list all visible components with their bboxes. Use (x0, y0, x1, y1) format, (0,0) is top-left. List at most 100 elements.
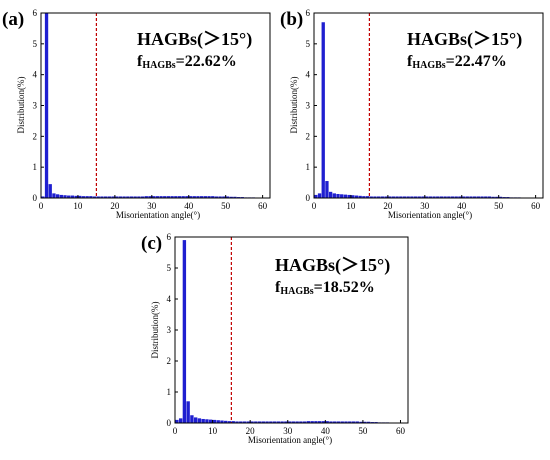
bar (231, 421, 235, 423)
bar (410, 196, 414, 198)
y-tick-label: 5 (33, 39, 38, 49)
chart-panel-2: 0 10 20 30 40 50 60 0 1 2 3 4 5 6 Misorientation angle… (280, 8, 544, 220)
bar (225, 196, 230, 198)
bar (181, 196, 185, 198)
bar (41, 196, 45, 198)
bar (380, 196, 384, 198)
bar (351, 195, 355, 198)
bar (328, 191, 333, 198)
bar (480, 196, 484, 198)
y-tick-label: 1 (167, 387, 172, 397)
bar (118, 196, 123, 198)
bar (491, 196, 495, 198)
bar (137, 196, 141, 198)
bar (317, 421, 322, 423)
bar (295, 421, 299, 423)
bar (185, 196, 189, 198)
annotation-subscript: HAGBs (412, 60, 445, 71)
bar (196, 196, 200, 198)
bar (242, 421, 247, 423)
x-tick-label: 40 (457, 201, 467, 211)
bar (332, 193, 336, 199)
bar (469, 196, 473, 198)
bar (376, 196, 381, 198)
bar (212, 419, 217, 423)
bar (354, 195, 359, 198)
bar (344, 421, 348, 423)
bar (216, 420, 220, 423)
x-tick-label: 20 (110, 201, 120, 211)
bar (211, 196, 215, 198)
bar (166, 196, 171, 198)
bar (133, 196, 137, 198)
bar (373, 196, 377, 198)
bar (220, 420, 224, 423)
y-tick-label: 1 (33, 162, 38, 172)
bar (276, 421, 281, 423)
bar (170, 196, 174, 198)
bar (207, 196, 211, 198)
bar (182, 240, 187, 423)
bar (325, 421, 329, 423)
x-tick-label: 10 (208, 426, 218, 436)
annotation-value: =22.62% (176, 53, 237, 70)
bar (174, 196, 178, 198)
x-tick-label: 30 (420, 201, 430, 211)
x-tick-label: 0 (39, 201, 44, 211)
bar (67, 195, 71, 198)
bar (239, 421, 243, 423)
y-tick-label: 6 (306, 8, 311, 18)
bar (192, 196, 196, 198)
bar (287, 421, 292, 423)
bar (395, 196, 399, 198)
bar (355, 421, 359, 423)
bar (366, 421, 371, 423)
x-tick-label: 10 (73, 201, 83, 211)
bar (428, 196, 432, 198)
panel-label: (b) (280, 9, 303, 30)
y-axis-label: Distribution(%) (16, 77, 26, 134)
x-tick-label: 10 (346, 201, 356, 211)
bar (343, 194, 348, 198)
bar (369, 196, 373, 198)
bar (329, 421, 333, 423)
y-tick-label: 2 (33, 131, 38, 141)
bar (272, 421, 277, 423)
annotation-value: =22.47% (446, 53, 507, 70)
annotation-fraction: fHAGBs=22.47% (407, 53, 507, 71)
bar (484, 196, 488, 198)
bar (148, 196, 152, 198)
bar (205, 419, 209, 423)
bar (151, 196, 156, 198)
annotation-f: f (275, 279, 281, 296)
bar (209, 419, 213, 423)
bar (302, 421, 307, 423)
bar (200, 196, 204, 198)
y-tick-label: 0 (167, 418, 172, 428)
bar (347, 194, 351, 198)
bar (224, 420, 228, 423)
bar (402, 196, 407, 198)
x-tick-label: 20 (383, 201, 393, 211)
bar (163, 196, 167, 198)
bar (92, 196, 97, 198)
bar (222, 196, 226, 198)
bar (111, 196, 115, 198)
bar (52, 193, 56, 199)
bar (177, 196, 182, 198)
bar (44, 13, 49, 198)
bar (439, 196, 444, 198)
y-tick-label: 4 (33, 70, 38, 80)
bar (310, 421, 314, 423)
annotation-subscript: HAGBs (280, 286, 313, 297)
bar (78, 195, 82, 198)
bar (450, 196, 455, 198)
bar (317, 193, 322, 199)
bar (103, 196, 108, 198)
panel-label: (a) (2, 9, 24, 30)
bar (155, 196, 159, 198)
annotation-fraction: fHAGBs=18.52% (275, 279, 375, 297)
bar (89, 196, 93, 198)
annotation-title: HAGBs(＞15°) (137, 29, 252, 50)
bar (159, 196, 163, 198)
